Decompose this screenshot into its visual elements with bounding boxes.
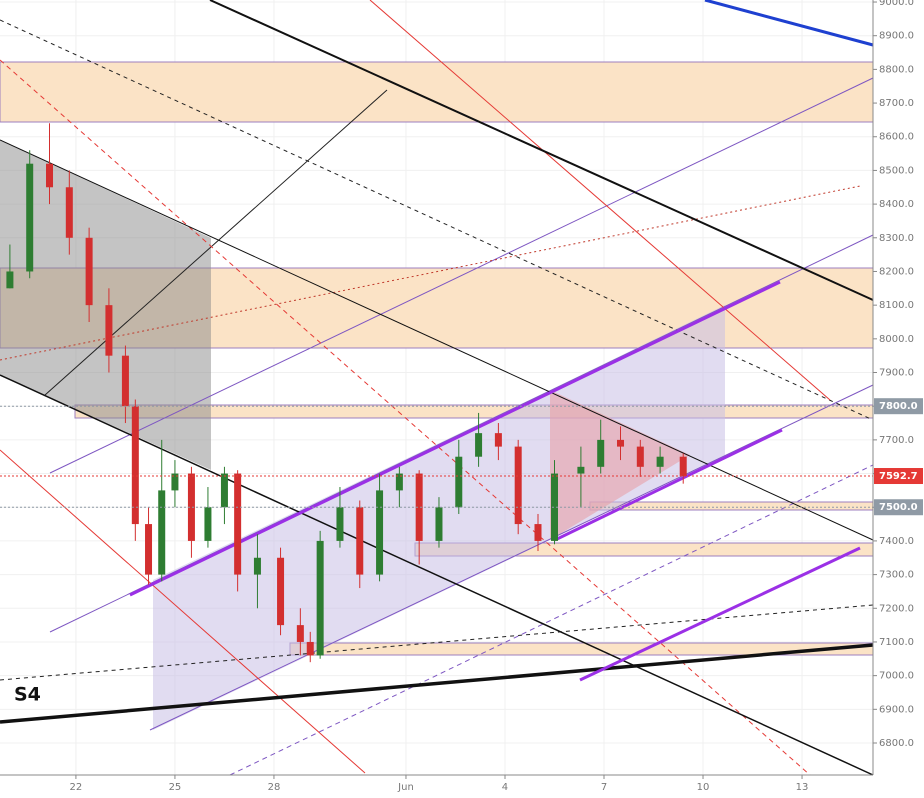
drawings [0, 0, 874, 776]
candle-body [145, 524, 153, 575]
channel-line [579, 546, 861, 682]
y-tick-label: 8700.0 [879, 98, 914, 109]
candles [0, 123, 873, 663]
trend-line [0, 643, 874, 724]
channel-line [554, 428, 783, 542]
candle-body [6, 271, 14, 289]
candle-body [253, 557, 261, 575]
candle-body [336, 507, 344, 541]
trend-line [229, 464, 874, 776]
candle-body [306, 641, 314, 656]
x-tick-label: 10 [697, 782, 710, 793]
y-tick-label: 8600.0 [879, 132, 914, 143]
candle-body [171, 473, 179, 491]
candle-body [636, 446, 644, 467]
trend-line [209, 0, 874, 301]
y-tick-label: 7200.0 [879, 603, 914, 614]
candle-body [534, 524, 542, 541]
trend-line [149, 384, 874, 731]
candle-body [121, 355, 129, 407]
y-tick-label: 8800.0 [879, 64, 914, 75]
candle-body [356, 507, 364, 575]
y-tick-label: 8200.0 [879, 266, 914, 277]
trend-line [0, 19, 874, 421]
trend-line [369, 0, 831, 401]
y-tick-label: 7300.0 [879, 570, 914, 581]
y-tick-label: 8000.0 [879, 334, 914, 345]
candle-body [415, 473, 423, 541]
x-tick-label: 7 [601, 782, 607, 793]
trend-line [0, 139, 874, 541]
trend-line [0, 59, 811, 776]
candle-body [277, 557, 285, 626]
x-tick-label: 28 [268, 782, 281, 793]
candle-body [494, 433, 502, 447]
price-label-box [874, 468, 923, 485]
price-label: 7592.7 [879, 471, 918, 482]
candle-body [514, 446, 522, 525]
candle-body [296, 625, 304, 642]
y-tick-label: 8900.0 [879, 31, 914, 42]
candle-body [204, 507, 212, 541]
price-label-box [874, 499, 923, 516]
trend-line [704, 0, 874, 47]
candle-body [597, 439, 605, 467]
y-tick-label: 7100.0 [879, 637, 914, 648]
y-tick-label: 7000.0 [879, 671, 914, 682]
candle-body [26, 163, 34, 272]
candle-body [376, 490, 384, 575]
y-tick-label: 8100.0 [879, 300, 914, 311]
y-tick-label: 6900.0 [879, 704, 914, 715]
x-tick-label: 22 [70, 782, 83, 793]
candle-body [395, 473, 403, 491]
channel-fill [153, 390, 550, 730]
y-tick-label: 8300.0 [879, 233, 914, 244]
candle-body [220, 473, 228, 508]
trend-line [0, 185, 861, 361]
price-axis [873, 0, 924, 794]
candle-body [455, 456, 463, 508]
price-label: 7800.0 [879, 401, 918, 412]
trend-line [0, 449, 366, 774]
y-tick-label: 7400.0 [879, 536, 914, 547]
x-tick-label: 4 [502, 782, 508, 793]
axis: 6800.0 6900.0 7000.0 7100.0 7200.0 7300.0 7400… [70, 0, 923, 793]
annotation: S4 [14, 684, 41, 706]
candle-body [435, 507, 443, 541]
y-tick-label: 8500.0 [879, 165, 914, 176]
zone [0, 61, 874, 123]
y-tick-label: 8400.0 [879, 199, 914, 210]
candle-body [158, 490, 166, 575]
candle-body [85, 237, 93, 306]
trend-line [0, 604, 874, 681]
y-tick-label: 7700.0 [879, 435, 914, 446]
trend-line [0, 374, 874, 776]
candle-body [475, 433, 483, 457]
price-label: 7500.0 [879, 502, 918, 513]
candle-body [617, 439, 625, 447]
triangle [550, 390, 690, 540]
x-tick-label: 13 [796, 782, 809, 793]
candle-body [550, 473, 558, 541]
candle-body [65, 187, 73, 238]
candle-body [316, 540, 324, 656]
candle-body [46, 163, 54, 188]
candle-body [234, 473, 242, 575]
candle-body [131, 406, 139, 525]
price-label-box [874, 398, 923, 415]
y-tick-label: 7900.0 [879, 368, 914, 379]
y-tick-label: 9000.0 [879, 0, 914, 8]
candle-body [577, 466, 585, 474]
x-tick-label: 25 [169, 782, 182, 793]
candle-body [105, 305, 113, 356]
candle-body [187, 473, 195, 541]
y-tick-label: 6800.0 [879, 738, 914, 749]
candle-body [679, 456, 687, 477]
trend-line [49, 77, 874, 474]
candle-body [656, 456, 664, 467]
trend-line [44, 89, 388, 396]
x-tick-label: Jun [397, 782, 414, 793]
